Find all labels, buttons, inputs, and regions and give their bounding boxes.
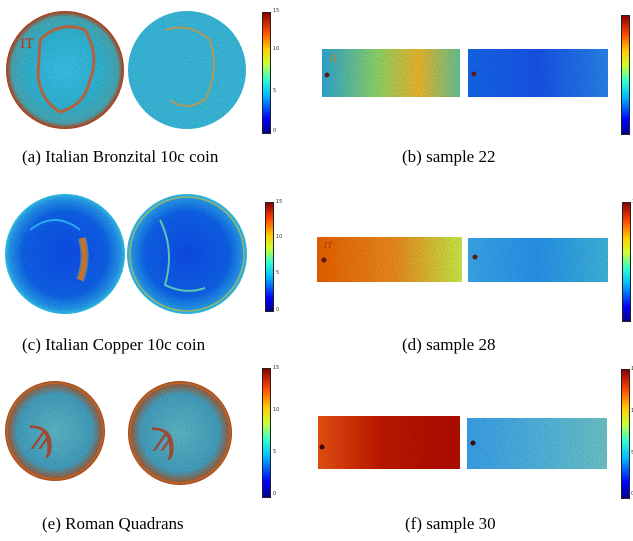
coin-a-lettering: IT xyxy=(20,37,34,52)
colorbar-e-tick: 15 xyxy=(273,365,280,371)
colorbar-a-tick: 5 xyxy=(273,88,277,94)
caption-e: (e) Roman Quadrans xyxy=(42,514,184,533)
panel-a: IT 15 10 5 0 (a) Italian Bronzital 10c c… xyxy=(0,0,300,175)
panel-a-image: IT xyxy=(6,11,246,129)
panel-b-image: II xyxy=(322,49,608,97)
panel-d-image: IT xyxy=(317,237,608,282)
colorbar-a-tick: 10 xyxy=(273,46,280,52)
panel-e-image: ϡ ϡ xyxy=(5,381,232,485)
colorbar-b xyxy=(621,15,630,135)
colorbar-a xyxy=(262,12,271,134)
coin-e-glyph: ϡ xyxy=(28,409,53,460)
colorbar-c xyxy=(265,202,274,312)
colorbar-e xyxy=(262,368,271,498)
colorbar-f xyxy=(621,369,630,499)
panel-c-image xyxy=(5,194,247,314)
panel-f: 15 10 5 0 (f) sample 30 xyxy=(310,363,633,541)
panel-e: ϡ ϡ 15 10 5 0 (e) Roman Quadrans xyxy=(0,363,300,541)
colorbar-d xyxy=(622,202,631,322)
colorbar-a-tick: 0 xyxy=(273,128,277,134)
colorbar-c-tick: 0 xyxy=(276,307,280,313)
caption-b: (b) sample 22 xyxy=(402,147,496,166)
strip-b-lettering: II xyxy=(330,55,338,65)
coin-e-glyph: ϡ xyxy=(150,411,175,462)
caption-c: (c) Italian Copper 10c coin xyxy=(22,335,206,354)
colorbar-f-tick: 0 xyxy=(631,491,633,497)
colorbar-c-tick: 10 xyxy=(276,234,283,240)
caption-d: (d) sample 28 xyxy=(402,335,496,354)
panel-b: II (b) sample 22 xyxy=(310,0,633,175)
colorbar-f-tick: 10 xyxy=(631,408,633,414)
colorbar-e-tick: 5 xyxy=(273,449,277,455)
panel-d: IT 1 (d) sample 28 xyxy=(310,190,633,365)
colorbar-e-tick: 10 xyxy=(273,407,280,413)
colorbar-c-tick: 5 xyxy=(276,270,280,276)
caption-a: (a) Italian Bronzital 10c coin xyxy=(22,147,219,166)
colorbar-f-tick: 15 xyxy=(631,366,633,372)
panel-c: 15 10 5 0 (c) Italian Copper 10c coin xyxy=(0,190,300,365)
colorbar-e-tick: 0 xyxy=(273,491,277,497)
panel-f-image xyxy=(318,416,607,469)
colorbar-a-tick: 15 xyxy=(273,8,280,14)
caption-f: (f) sample 30 xyxy=(405,514,496,533)
strip-d-lettering: IT xyxy=(324,241,333,250)
colorbar-f-tick: 5 xyxy=(631,450,633,456)
colorbar-c-tick: 15 xyxy=(276,199,283,205)
